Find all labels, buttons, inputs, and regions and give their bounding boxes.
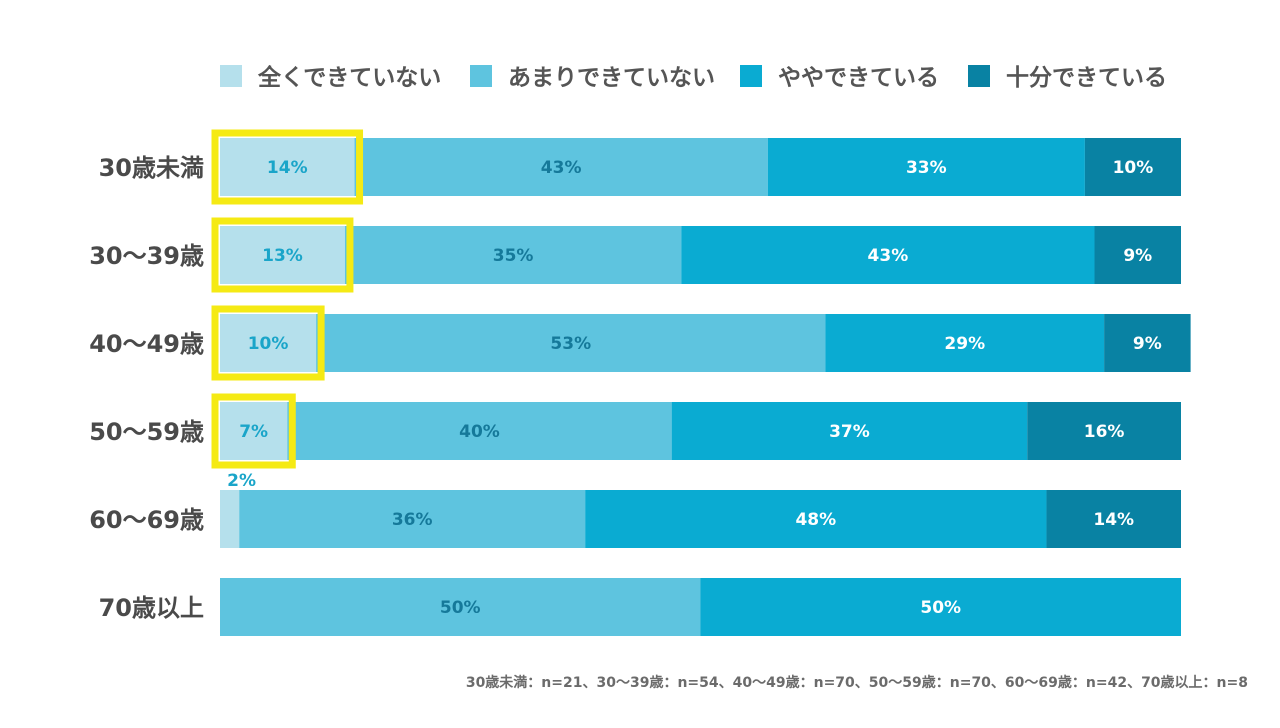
data-label: 48%: [795, 510, 836, 530]
sample-size-footnote: 30歳未満：n=21、30〜39歳：n=54、40〜49歳：n=70、50〜59…: [465, 675, 1248, 691]
data-label: 2%: [227, 471, 256, 491]
bar-segment: [220, 226, 345, 284]
bar-segment: [700, 578, 1181, 636]
data-label: 50%: [920, 598, 961, 618]
category-label: 30〜39歳: [89, 242, 204, 270]
chart-legend: 全くできていない あまりできていない ややできている 十分できている: [220, 64, 1167, 91]
bar-segment: [1046, 490, 1181, 548]
legend-label-0: 全くできていない: [257, 64, 441, 91]
legend-swatch-2: [740, 65, 762, 87]
data-label: 29%: [944, 334, 985, 354]
legend-swatch-3: [968, 65, 990, 87]
bar-segment: [220, 314, 317, 372]
bar-segment: [1104, 314, 1191, 372]
data-label: 53%: [550, 334, 591, 354]
chart-highlights: [211, 129, 364, 469]
data-label: 10%: [1113, 158, 1154, 178]
chart-bars: 30歳未満 14% 43% 33% 10% 30〜39歳 13% 35% 43% 9% 40〜49歳…: [89, 138, 1191, 636]
data-label: 10%: [248, 334, 289, 354]
data-label: 13%: [262, 246, 303, 266]
legend-label-2: ややできている: [778, 65, 939, 91]
bar-segment: [1084, 138, 1181, 196]
data-label: 43%: [868, 246, 909, 266]
bar-segment: [1027, 402, 1181, 460]
category-label: 50〜59歳: [89, 418, 204, 446]
bar-segment: [220, 138, 355, 196]
bar-segment: [316, 314, 826, 372]
data-label: 50%: [440, 598, 481, 618]
category-label: 30歳未満: [99, 154, 204, 182]
bar-segment: [681, 226, 1095, 284]
category-label: 60〜69歳: [89, 506, 204, 534]
data-label: 7%: [239, 422, 268, 442]
legend-label-1: あまりできていない: [508, 65, 715, 91]
bar-segment: [585, 490, 1047, 548]
legend-label-3: 十分できている: [1006, 65, 1167, 91]
data-label: 43%: [541, 158, 582, 178]
bar-segment: [220, 578, 701, 636]
bar-segment: [825, 314, 1105, 372]
bar-segment: [239, 490, 586, 548]
data-label: 36%: [392, 510, 433, 530]
bar-segment: [344, 226, 682, 284]
bar-segment: [354, 138, 768, 196]
data-label: 35%: [493, 246, 534, 266]
data-label: 14%: [267, 158, 308, 178]
bar-segment: [220, 402, 288, 460]
bar-segment: [671, 402, 1028, 460]
data-label: 9%: [1133, 334, 1162, 354]
data-label: 9%: [1123, 246, 1152, 266]
highlight-box: [211, 305, 325, 381]
data-label: 16%: [1084, 422, 1125, 442]
highlight-box: [211, 393, 296, 469]
data-label: 37%: [829, 422, 870, 442]
category-label: 70歳以上: [99, 594, 204, 622]
bar-segment: [287, 402, 672, 460]
legend-swatch-0: [220, 65, 242, 87]
data-label: 14%: [1093, 510, 1134, 530]
bar-segment: [220, 490, 240, 548]
bar-segment: [767, 138, 1085, 196]
bar-segment: [1094, 226, 1181, 284]
highlight-box: [211, 217, 354, 293]
category-label: 40〜49歳: [89, 330, 204, 358]
data-label: 33%: [906, 158, 947, 178]
highlight-box: [211, 129, 364, 205]
legend-swatch-1: [470, 65, 492, 87]
data-label: 40%: [459, 422, 500, 442]
